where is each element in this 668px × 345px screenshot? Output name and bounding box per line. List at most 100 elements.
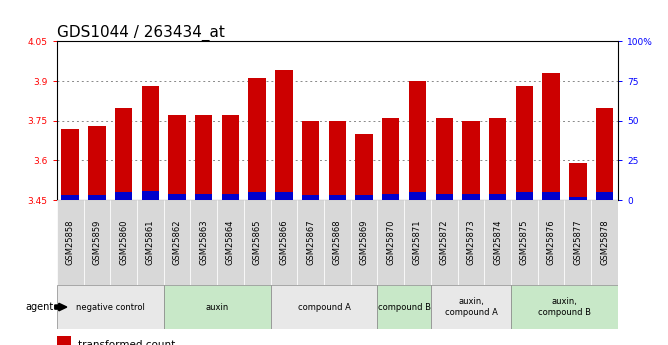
FancyBboxPatch shape <box>164 285 271 329</box>
Text: GSM25861: GSM25861 <box>146 220 155 265</box>
FancyBboxPatch shape <box>377 285 431 329</box>
Text: GSM25869: GSM25869 <box>359 220 369 265</box>
Text: GSM25866: GSM25866 <box>279 219 289 265</box>
Bar <box>275 70 293 200</box>
FancyBboxPatch shape <box>110 200 137 285</box>
Bar <box>436 194 453 200</box>
Text: GSM25865: GSM25865 <box>253 220 262 265</box>
Text: auxin: auxin <box>206 303 228 312</box>
Bar <box>516 192 533 200</box>
Bar <box>222 194 239 200</box>
Bar <box>489 118 506 200</box>
FancyBboxPatch shape <box>190 200 217 285</box>
Text: GSM25872: GSM25872 <box>440 220 449 265</box>
FancyBboxPatch shape <box>458 200 484 285</box>
Text: GSM25863: GSM25863 <box>199 219 208 265</box>
Bar <box>569 197 587 200</box>
Text: agent: agent <box>25 302 53 312</box>
FancyBboxPatch shape <box>137 200 164 285</box>
FancyBboxPatch shape <box>564 200 591 285</box>
Bar <box>115 192 132 200</box>
Bar <box>168 194 186 200</box>
Bar <box>355 195 373 200</box>
Text: transformed count: transformed count <box>78 339 176 345</box>
FancyBboxPatch shape <box>377 200 404 285</box>
FancyBboxPatch shape <box>404 200 431 285</box>
Text: GSM25858: GSM25858 <box>65 220 75 265</box>
Text: GDS1044 / 263434_at: GDS1044 / 263434_at <box>57 25 224 41</box>
Text: compound B: compound B <box>377 303 431 312</box>
Bar <box>596 108 613 200</box>
FancyBboxPatch shape <box>57 285 164 329</box>
FancyBboxPatch shape <box>217 200 244 285</box>
Bar <box>195 194 212 200</box>
Text: auxin,
compound B: auxin, compound B <box>538 297 591 317</box>
Bar <box>462 121 480 200</box>
Bar <box>168 116 186 200</box>
Text: GSM25859: GSM25859 <box>92 220 102 265</box>
Text: GSM25878: GSM25878 <box>600 219 609 265</box>
Bar <box>462 194 480 200</box>
Text: GSM25877: GSM25877 <box>573 219 582 265</box>
Bar <box>115 108 132 200</box>
Bar <box>248 192 266 200</box>
FancyBboxPatch shape <box>164 200 190 285</box>
FancyBboxPatch shape <box>271 200 297 285</box>
Bar <box>382 118 399 200</box>
Bar <box>436 118 453 200</box>
Bar <box>489 194 506 200</box>
Text: GSM25864: GSM25864 <box>226 220 235 265</box>
Bar <box>302 195 319 200</box>
FancyBboxPatch shape <box>57 200 84 285</box>
Bar <box>142 86 159 200</box>
Text: GSM25875: GSM25875 <box>520 220 529 265</box>
Bar <box>195 116 212 200</box>
Bar <box>355 134 373 200</box>
FancyBboxPatch shape <box>271 285 377 329</box>
Bar <box>222 116 239 200</box>
Bar <box>61 195 79 200</box>
Bar <box>275 192 293 200</box>
Text: GSM25876: GSM25876 <box>546 219 556 265</box>
Bar <box>409 81 426 200</box>
Text: GSM25862: GSM25862 <box>172 220 182 265</box>
Text: GSM25871: GSM25871 <box>413 220 422 265</box>
Text: GSM25860: GSM25860 <box>119 220 128 265</box>
FancyBboxPatch shape <box>431 200 458 285</box>
Bar <box>596 192 613 200</box>
Text: GSM25873: GSM25873 <box>466 219 476 265</box>
Bar <box>88 195 106 200</box>
FancyBboxPatch shape <box>591 200 618 285</box>
Bar <box>542 73 560 200</box>
Bar <box>409 192 426 200</box>
FancyBboxPatch shape <box>84 200 110 285</box>
FancyBboxPatch shape <box>538 200 564 285</box>
Bar <box>516 86 533 200</box>
Bar <box>569 163 587 200</box>
Bar <box>142 190 159 200</box>
FancyBboxPatch shape <box>297 200 324 285</box>
Bar <box>61 129 79 200</box>
Bar <box>302 121 319 200</box>
Bar <box>329 195 346 200</box>
Bar <box>88 126 106 200</box>
FancyBboxPatch shape <box>244 200 271 285</box>
Bar <box>57 336 71 345</box>
FancyBboxPatch shape <box>484 200 511 285</box>
Bar <box>329 121 346 200</box>
FancyBboxPatch shape <box>351 200 377 285</box>
Bar <box>382 194 399 200</box>
FancyBboxPatch shape <box>324 200 351 285</box>
Text: GSM25870: GSM25870 <box>386 220 395 265</box>
Text: GSM25867: GSM25867 <box>306 219 315 265</box>
Text: negative control: negative control <box>75 303 145 312</box>
Text: auxin,
compound A: auxin, compound A <box>444 297 498 317</box>
Text: compound A: compound A <box>297 303 351 312</box>
FancyBboxPatch shape <box>431 285 511 329</box>
Bar <box>248 78 266 200</box>
Bar <box>542 192 560 200</box>
FancyBboxPatch shape <box>511 285 618 329</box>
Text: GSM25868: GSM25868 <box>333 219 342 265</box>
Text: GSM25874: GSM25874 <box>493 220 502 265</box>
FancyBboxPatch shape <box>511 200 538 285</box>
